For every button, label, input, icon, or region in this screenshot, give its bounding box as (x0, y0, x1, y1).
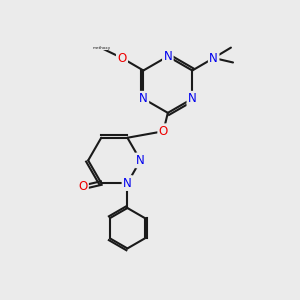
Text: N: N (188, 92, 197, 105)
Text: methoxy: methoxy (93, 46, 111, 50)
Text: N: N (136, 154, 145, 167)
Text: O: O (117, 52, 127, 64)
Text: O: O (159, 125, 168, 138)
Text: N: N (139, 92, 148, 105)
Text: N: N (123, 177, 132, 190)
Text: O: O (78, 180, 88, 193)
Text: N: N (164, 50, 172, 63)
Text: N: N (209, 52, 218, 64)
